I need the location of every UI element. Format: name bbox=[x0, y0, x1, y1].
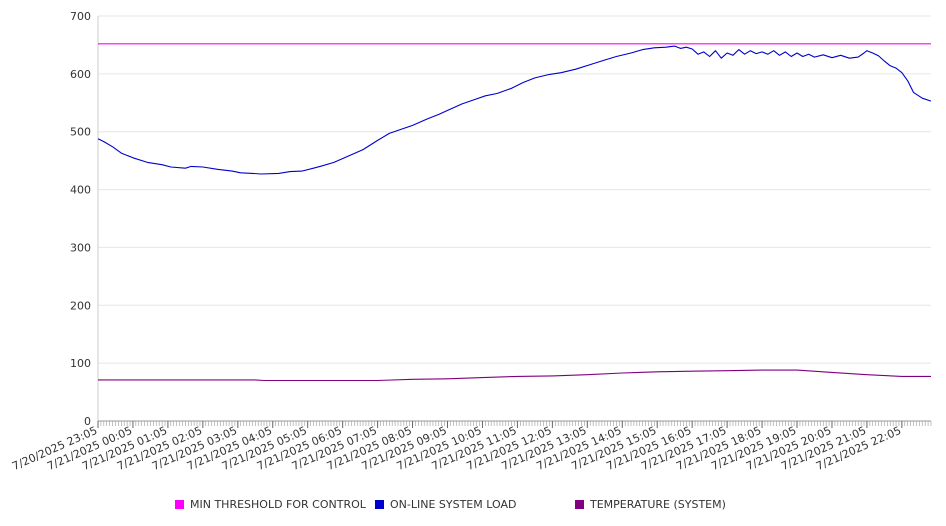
legend-swatch-min-threshold bbox=[175, 500, 184, 509]
legend-swatch-system-load bbox=[375, 500, 384, 509]
legend-label-min-threshold: MIN THRESHOLD FOR CONTROL bbox=[190, 498, 366, 511]
series-line-temperature bbox=[98, 369, 931, 382]
y-tick-label: 300 bbox=[70, 241, 91, 254]
legend-item-system-load[interactable]: ON-LINE SYSTEM LOAD bbox=[375, 498, 516, 511]
y-tick-label: 200 bbox=[70, 299, 91, 312]
y-tick-label: 100 bbox=[70, 357, 91, 370]
y-tick-label: 700 bbox=[70, 10, 91, 23]
y-tick-label: 0 bbox=[84, 415, 91, 428]
y-tick-label: 500 bbox=[70, 126, 91, 139]
legend-item-temperature[interactable]: TEMPERATURE (SYSTEM) bbox=[575, 498, 726, 511]
legend-item-min-threshold[interactable]: MIN THRESHOLD FOR CONTROL bbox=[175, 498, 366, 511]
legend-label-temperature: TEMPERATURE (SYSTEM) bbox=[590, 498, 726, 511]
chart-legend: MIN THRESHOLD FOR CONTROL ON-LINE SYSTEM… bbox=[0, 496, 946, 518]
y-tick-label: 400 bbox=[70, 184, 91, 197]
legend-label-system-load: ON-LINE SYSTEM LOAD bbox=[390, 498, 517, 511]
legend-swatch-temperature bbox=[575, 500, 584, 509]
y-tick-label: 600 bbox=[70, 68, 91, 81]
series-line-system-load bbox=[97, 45, 932, 175]
